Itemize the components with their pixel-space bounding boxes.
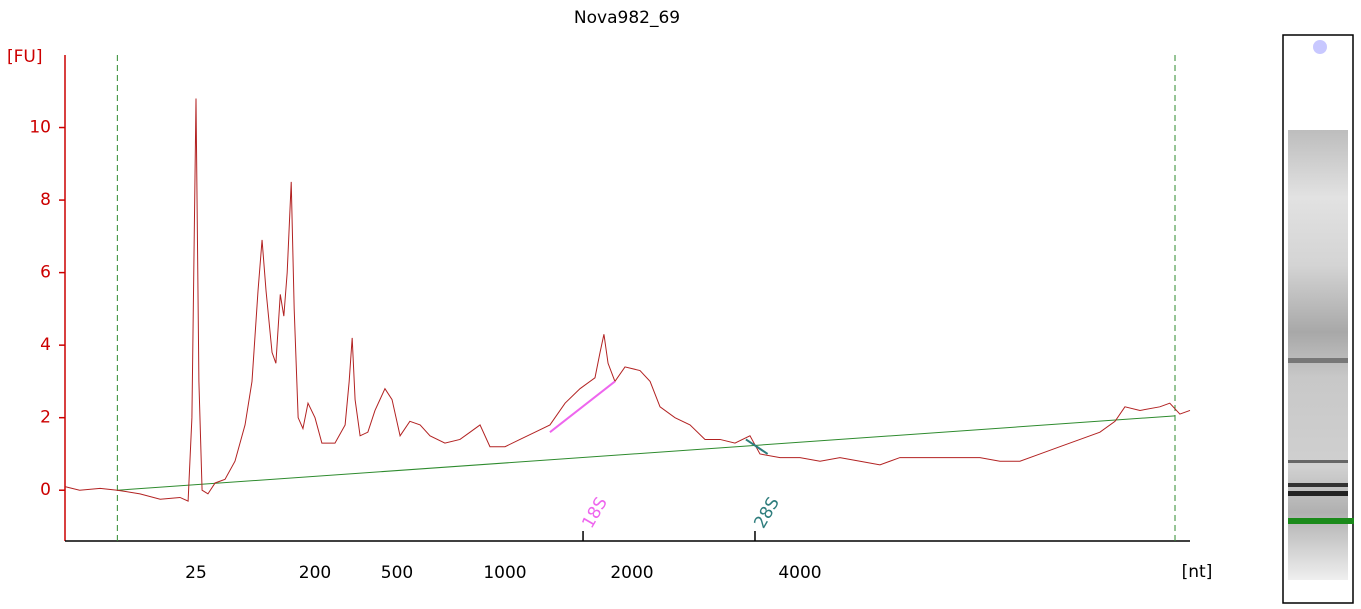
gel-smear [1288,130,1348,580]
y-axis-label: [FU] [7,47,43,67]
fragment-area [549,380,616,433]
x-tick-label: 500 [381,563,413,583]
x-tick-label: 2000 [610,563,653,583]
y-tick-label: 6 [40,263,51,283]
chart-title: Nova982_69 [574,8,680,28]
x-tick-label: 200 [299,563,331,583]
gel-band [1288,358,1348,363]
gel-lane [1282,34,1354,604]
y-tick-label: 4 [40,335,51,355]
trace-line [64,98,1191,502]
fragment-label: 18S [578,494,612,532]
x-tick-label: 4000 [778,563,821,583]
baseline [117,415,1176,491]
x-axis-label: [nt] [1182,562,1213,582]
fragment-area [745,438,769,455]
gel-marker [1288,518,1354,524]
y-tick-label: 0 [40,480,51,500]
y-tick-label: 8 [40,190,51,210]
gel-dot [1313,40,1327,54]
gel-band [1288,483,1348,487]
y-tick-label: 2 [40,408,51,428]
gel-band [1288,491,1348,496]
x-tick-label: 25 [185,563,207,583]
fragment-label: 28S [750,494,784,532]
y-tick-label: 10 [29,118,51,138]
gel-band [1288,460,1348,463]
x-tick-label: 1000 [483,563,526,583]
